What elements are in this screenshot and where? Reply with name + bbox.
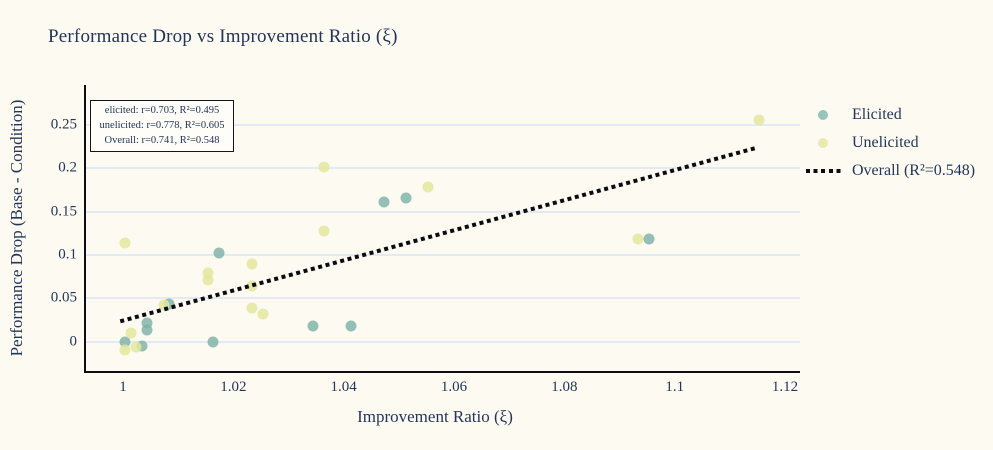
scatter-point-elicited xyxy=(141,324,153,336)
scatter-point-unelicited xyxy=(246,302,258,314)
gridline xyxy=(86,167,800,170)
x-axis-label: Improvement Ratio (ξ) xyxy=(357,407,513,426)
gridline xyxy=(86,124,800,126)
stats-line-elicited: elicited: r=0.703, R²=0.495 xyxy=(104,105,220,116)
scatter-point-unelicited xyxy=(246,258,258,270)
scatter-point-elicited xyxy=(400,192,412,204)
gridline xyxy=(86,297,800,300)
y-axis-label: Performance Drop (Base - Condition) xyxy=(7,99,26,357)
legend-label-elicited: Elicited xyxy=(852,106,902,123)
scatter-point-elicited xyxy=(141,317,153,329)
scatter-point-unelicited xyxy=(257,308,269,320)
scatter-point-elicited xyxy=(207,336,219,348)
y-tick-label: 0.05 xyxy=(50,289,77,306)
stats-annotation-box: elicited: r=0.703, R²=0.495 unelicited: … xyxy=(90,100,234,152)
scatter-point-unelicited xyxy=(158,299,170,311)
legend-label-unelicited: Unelicited xyxy=(852,134,919,151)
x-tick-label: 1.02 xyxy=(220,379,247,395)
legend-item-elicited: Elicited xyxy=(806,101,986,129)
x-tick-label: 1.12 xyxy=(771,379,799,395)
y-tick-label: 0.15 xyxy=(50,203,77,220)
x-tick-label: 1.04 xyxy=(330,379,357,395)
x-tick-label: 1 xyxy=(119,379,127,395)
scatter-point-elicited xyxy=(643,233,655,245)
scatter-point-unelicited xyxy=(632,233,644,245)
scatter-point-unelicited xyxy=(130,341,142,353)
scatter-point-unelicited xyxy=(202,267,214,279)
scatter-point-unelicited xyxy=(246,280,258,292)
legend-marker-unelicited xyxy=(818,138,828,148)
scatter-point-elicited xyxy=(136,340,148,352)
scatter-point-elicited xyxy=(213,247,225,259)
gridline xyxy=(86,210,800,213)
scatter-point-unelicited xyxy=(119,344,131,356)
legend-item-overall: Overall (R²=0.548) xyxy=(806,157,986,185)
legend: Elicited Unelicited Overall (R²=0.548) xyxy=(806,101,986,185)
gridline xyxy=(86,254,800,257)
stats-line-overall: Overall: r=0.741, R²=0.548 xyxy=(104,135,220,147)
legend-marker-elicited xyxy=(818,110,828,120)
chart-title: Performance Drop vs Improvement Ratio (ξ… xyxy=(48,26,398,47)
legend-label-overall: Overall (R²=0.548) xyxy=(852,162,976,179)
scatter-point-elicited xyxy=(119,336,131,348)
y-tick-label: 0.25 xyxy=(50,116,77,133)
y-tick-label: 0 xyxy=(69,333,78,350)
x-tick-label: 1.1 xyxy=(665,379,685,395)
scatter-point-unelicited xyxy=(119,237,131,249)
scatter-point-unelicited xyxy=(318,161,330,173)
stats-line-unelicited: unelicited: r=0.778, R²=0.605 xyxy=(99,120,225,132)
legend-item-unelicited: Unelicited xyxy=(806,129,986,157)
gridline xyxy=(86,340,800,343)
scatter-point-elicited xyxy=(307,320,319,332)
scatter-point-elicited xyxy=(378,196,390,208)
x-tick-label: 1.06 xyxy=(440,379,468,395)
scatter-point-unelicited xyxy=(753,114,765,126)
y-tick-label: 0.1 xyxy=(58,246,77,263)
scatter-point-unelicited xyxy=(125,327,137,339)
scatter-point-unelicited xyxy=(422,181,434,193)
scatter-point-elicited xyxy=(345,320,357,332)
legend-marker-overall-dashed-line xyxy=(806,168,843,174)
y-tick-label: 0.2 xyxy=(58,159,77,176)
scatter-point-unelicited xyxy=(318,225,330,237)
x-tick-label: 1.08 xyxy=(551,379,578,395)
